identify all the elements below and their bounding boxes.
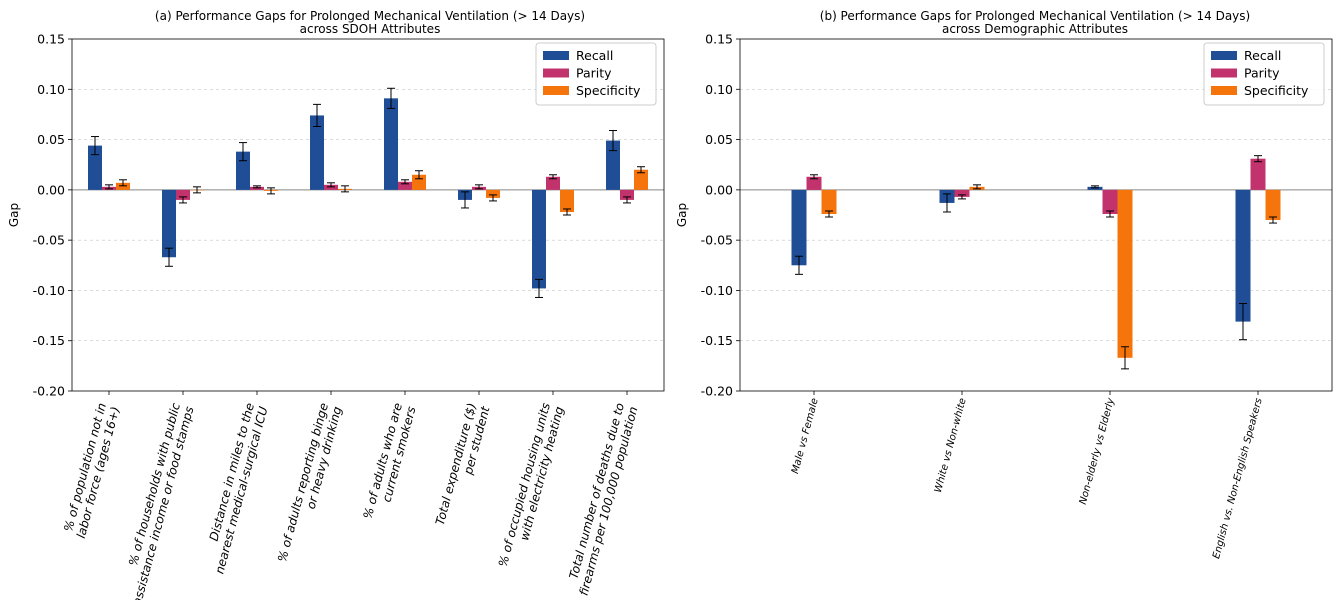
legend-label-recall: Recall xyxy=(576,48,613,63)
bar-specificity xyxy=(1117,189,1133,358)
y-tick-label: -0.15 xyxy=(33,333,65,348)
x-tick-label: Total number of deaths due tofirearms pe… xyxy=(563,401,641,597)
chart-panel-a: (a) Performance Gaps for Prolonged Mecha… xyxy=(7,9,665,600)
bar-parity xyxy=(176,189,190,200)
bar-recall xyxy=(88,145,102,190)
bar-specificity xyxy=(486,189,500,198)
y-tick-label: -0.20 xyxy=(33,384,65,399)
bar-recall xyxy=(1087,186,1103,190)
y-tick-label: 0.15 xyxy=(705,32,733,47)
bar-recall xyxy=(310,115,324,190)
x-tick-label: English vs. Non-English Speakers xyxy=(1211,397,1265,560)
bar-recall xyxy=(606,140,620,190)
bar-recall xyxy=(532,189,546,289)
bar-parity xyxy=(250,186,264,190)
y-tick-label: 0.10 xyxy=(37,82,65,97)
y-tick-label: 0.00 xyxy=(37,182,65,197)
y-tick-label: -0.15 xyxy=(701,333,733,348)
y-tick-label: -0.10 xyxy=(33,283,65,298)
bar-parity xyxy=(620,189,634,200)
axes-frame xyxy=(71,38,665,392)
bar-parity xyxy=(546,176,560,190)
bar-parity xyxy=(806,176,822,190)
y-tick-label: 0.10 xyxy=(705,82,733,97)
bar-parity xyxy=(1250,158,1266,190)
y-tick-label: -0.05 xyxy=(701,233,733,248)
x-tick-label-line: Male vs Female xyxy=(790,397,821,475)
y-tick-label: 0.15 xyxy=(37,32,65,47)
x-tick-label: % of population not inlabor force (ages … xyxy=(60,401,122,539)
x-tick-label-line: White vs Non-white xyxy=(933,397,969,494)
y-tick-label: -0.05 xyxy=(33,233,65,248)
bar-specificity xyxy=(634,169,648,190)
x-tick-label: White vs Non-white xyxy=(933,397,969,494)
legend-swatch-recall xyxy=(543,51,569,60)
chart-title-line-1: (b) Performance Gaps for Prolonged Mecha… xyxy=(820,9,1250,23)
bar-parity xyxy=(954,189,970,197)
axes-frame xyxy=(739,38,1333,392)
y-tick-label: -0.20 xyxy=(701,384,733,399)
y-tick-label: 0.00 xyxy=(705,182,733,197)
bar-recall xyxy=(236,151,250,190)
bar-recall xyxy=(791,189,807,266)
x-tick-label: Non-elderly vs Elderly xyxy=(1078,396,1117,506)
bar-specificity xyxy=(1265,189,1281,221)
legend-swatch-specificity xyxy=(1211,86,1237,95)
x-tick-label: Total expenditure ($)per student xyxy=(433,400,493,530)
legend-label-specificity: Specificity xyxy=(576,83,641,98)
x-tick-label: % of occupied housing unitswith electric… xyxy=(496,401,567,572)
x-tick-label: % of adults reporting bingeor heavy drin… xyxy=(275,401,345,567)
x-tick-label: Male vs Female xyxy=(790,397,821,475)
legend-label-specificity: Specificity xyxy=(1244,83,1309,98)
legend-swatch-parity xyxy=(1211,68,1237,78)
legend-label-parity: Parity xyxy=(576,66,612,81)
bar-specificity xyxy=(116,182,130,190)
y-tick-label: -0.10 xyxy=(701,283,733,298)
bar-specificity xyxy=(821,189,837,214)
bar-parity xyxy=(1102,189,1118,214)
y-axis-label: Gap xyxy=(675,203,689,227)
y-axis-label: Gap xyxy=(7,203,21,227)
chart-panel-b: (b) Performance Gaps for Prolonged Mecha… xyxy=(675,9,1333,560)
legend-swatch-specificity xyxy=(543,86,569,95)
bar-recall xyxy=(1235,189,1251,322)
x-tick-label-line: Non-elderly vs Elderly xyxy=(1078,396,1117,506)
bar-parity xyxy=(398,181,412,190)
bar-recall xyxy=(162,189,176,258)
x-tick-label-line: English vs. Non-English Speakers xyxy=(1211,397,1265,560)
bar-recall xyxy=(384,98,398,190)
chart-title-line-1: (a) Performance Gaps for Prolonged Mecha… xyxy=(155,9,585,23)
chart-title-line-2: across SDOH Attributes xyxy=(300,22,441,36)
legend-swatch-recall xyxy=(1211,51,1237,60)
chart-title-line-2: across Demographic Attributes xyxy=(942,22,1128,36)
y-tick-label: 0.05 xyxy=(705,132,733,147)
x-tick-label: % of adults who arecurrent smokers xyxy=(361,401,419,524)
legend-swatch-parity xyxy=(543,68,569,78)
bar-specificity xyxy=(560,189,574,212)
legend-label-parity: Parity xyxy=(1244,66,1280,81)
y-tick-label: 0.05 xyxy=(37,132,65,147)
x-tick-label: Distance in miles to thenearest medical-… xyxy=(199,401,271,575)
x-tick-label: % of households with publicassistance in… xyxy=(116,401,196,600)
bar-parity xyxy=(324,184,338,190)
legend-label-recall: Recall xyxy=(1244,48,1281,63)
